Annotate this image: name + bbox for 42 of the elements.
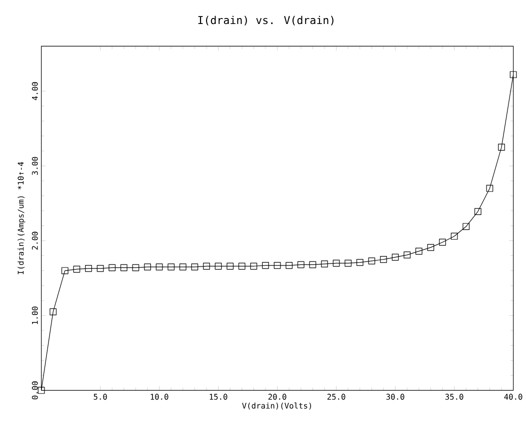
point [439,238,446,246]
point [179,264,186,271]
chart-title: I(drain) vs. V(drain) [198,16,334,26]
point [168,264,175,271]
point [38,387,45,394]
point [510,71,517,78]
point [474,208,482,216]
point [344,260,352,267]
point [309,261,316,268]
point [498,144,505,151]
point [250,262,258,270]
point [462,223,470,230]
point [156,264,163,271]
point [191,264,198,271]
point [286,262,293,270]
point [144,264,151,271]
point [214,262,222,270]
point [368,258,376,265]
point [132,264,140,272]
point [73,266,80,273]
point [85,265,92,272]
point [203,262,210,270]
point [392,254,399,261]
point [274,262,281,270]
point [50,308,57,316]
point [332,260,340,267]
point [108,264,116,272]
point [486,185,494,192]
point [96,265,104,272]
point [262,262,269,270]
point [321,260,328,268]
point [226,262,234,270]
point [297,261,304,268]
point [238,262,246,270]
point [356,259,364,266]
point [450,232,458,240]
point [427,244,434,252]
point [404,252,411,259]
point [415,248,422,255]
point [380,256,387,264]
point [61,267,68,274]
point [120,264,128,272]
